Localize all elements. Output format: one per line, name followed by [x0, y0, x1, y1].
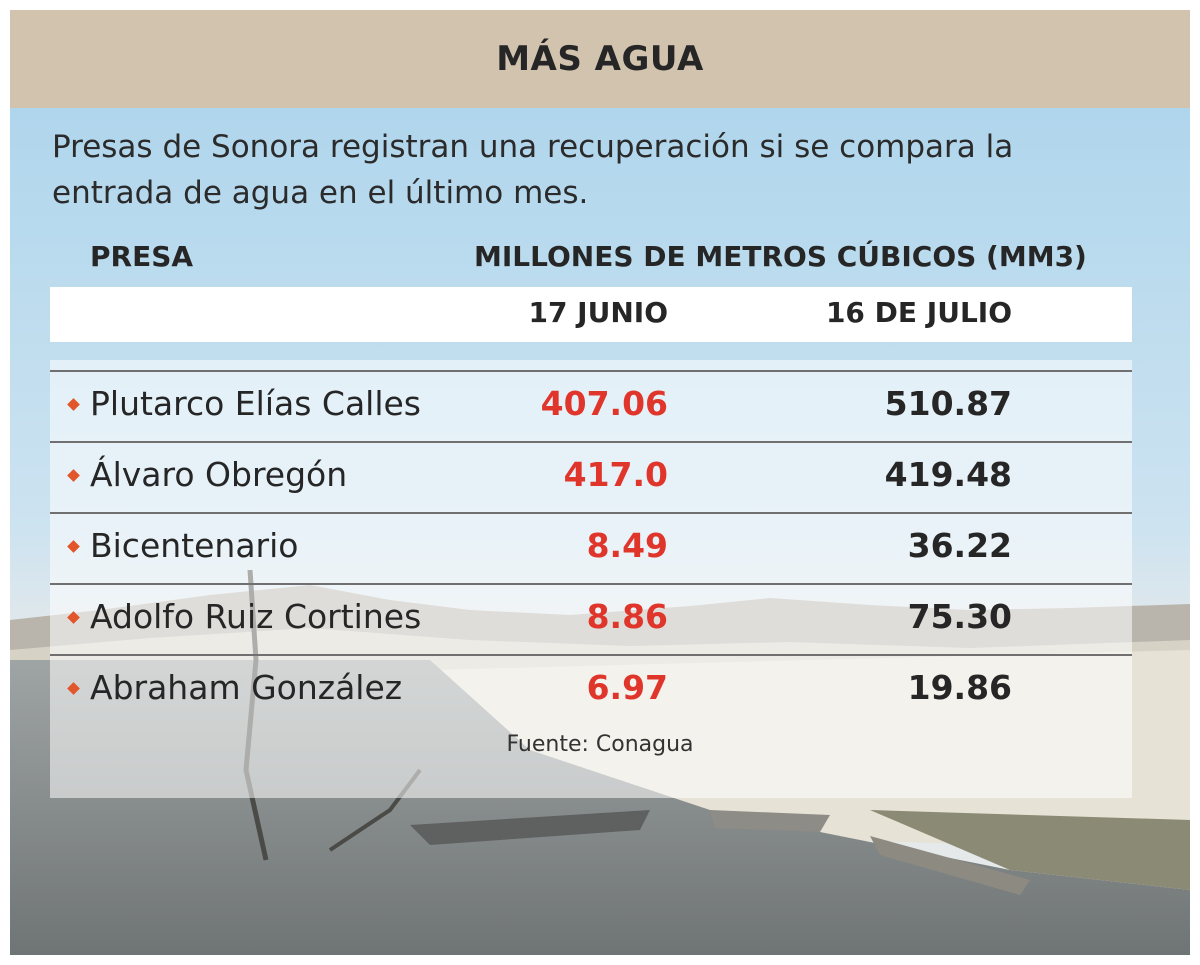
dam-name: Álvaro Obregón [90, 455, 348, 494]
intro-text: Presas de Sonora registran una recuperac… [52, 124, 1152, 216]
dam-name: Plutarco Elías Calles [90, 384, 421, 423]
value-june: 417.0 [563, 455, 668, 494]
value-june: 407.06 [540, 384, 668, 423]
diamond-bullet-icon [67, 540, 80, 553]
table-row: Plutarco Elías Calles 407.06 510.87 [50, 370, 1132, 440]
diamond-bullet-icon [67, 611, 80, 624]
diamond-bullet-icon [67, 682, 80, 695]
value-june: 6.97 [586, 668, 668, 707]
table-row: Bicentenario 8.49 36.22 [50, 512, 1132, 582]
title: MÁS AGUA [496, 39, 704, 79]
date-july-header: 16 DE JULIO [825, 296, 1012, 329]
value-july: 75.30 [907, 597, 1012, 636]
header-bar: MÁS AGUA [10, 10, 1190, 108]
value-july: 19.86 [907, 668, 1012, 707]
table-row: Adolfo Ruiz Cortines 8.86 75.30 [50, 583, 1132, 653]
dam-name: Bicentenario [90, 526, 299, 565]
source-note: Fuente: Conagua [506, 732, 694, 757]
table-row: Abraham González 6.97 19.86 [50, 654, 1132, 724]
dam-name: Abraham González [90, 668, 403, 707]
intro-line-1: Presas de Sonora registran una recuperac… [52, 129, 1014, 165]
table-row: Álvaro Obregón 417.0 419.48 [50, 441, 1132, 511]
value-july: 510.87 [884, 384, 1012, 423]
date-june-header: 17 JUNIO [528, 296, 668, 329]
diamond-bullet-icon [67, 398, 80, 411]
column-header-presa: PRESA [90, 240, 194, 273]
value-june: 8.86 [586, 597, 668, 636]
dam-name: Adolfo Ruiz Cortines [90, 597, 422, 636]
value-july: 419.48 [884, 455, 1012, 494]
value-june: 8.49 [586, 526, 668, 565]
table-panel [50, 360, 1132, 798]
intro-line-2: entrada de agua en el último mes. [52, 175, 589, 211]
date-header-band [50, 287, 1132, 342]
diamond-bullet-icon [67, 469, 80, 482]
value-july: 36.22 [907, 526, 1012, 565]
column-header-units: MILLONES DE METROS CÚBICOS (MM3) [474, 240, 1087, 273]
